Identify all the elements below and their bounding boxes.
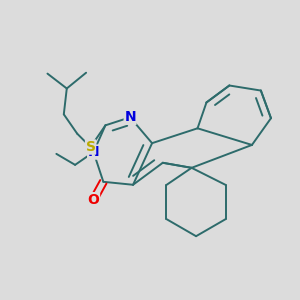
Text: S: S: [85, 140, 96, 154]
Text: N: N: [88, 145, 99, 159]
Text: O: O: [88, 193, 100, 207]
Text: N: N: [124, 110, 136, 124]
